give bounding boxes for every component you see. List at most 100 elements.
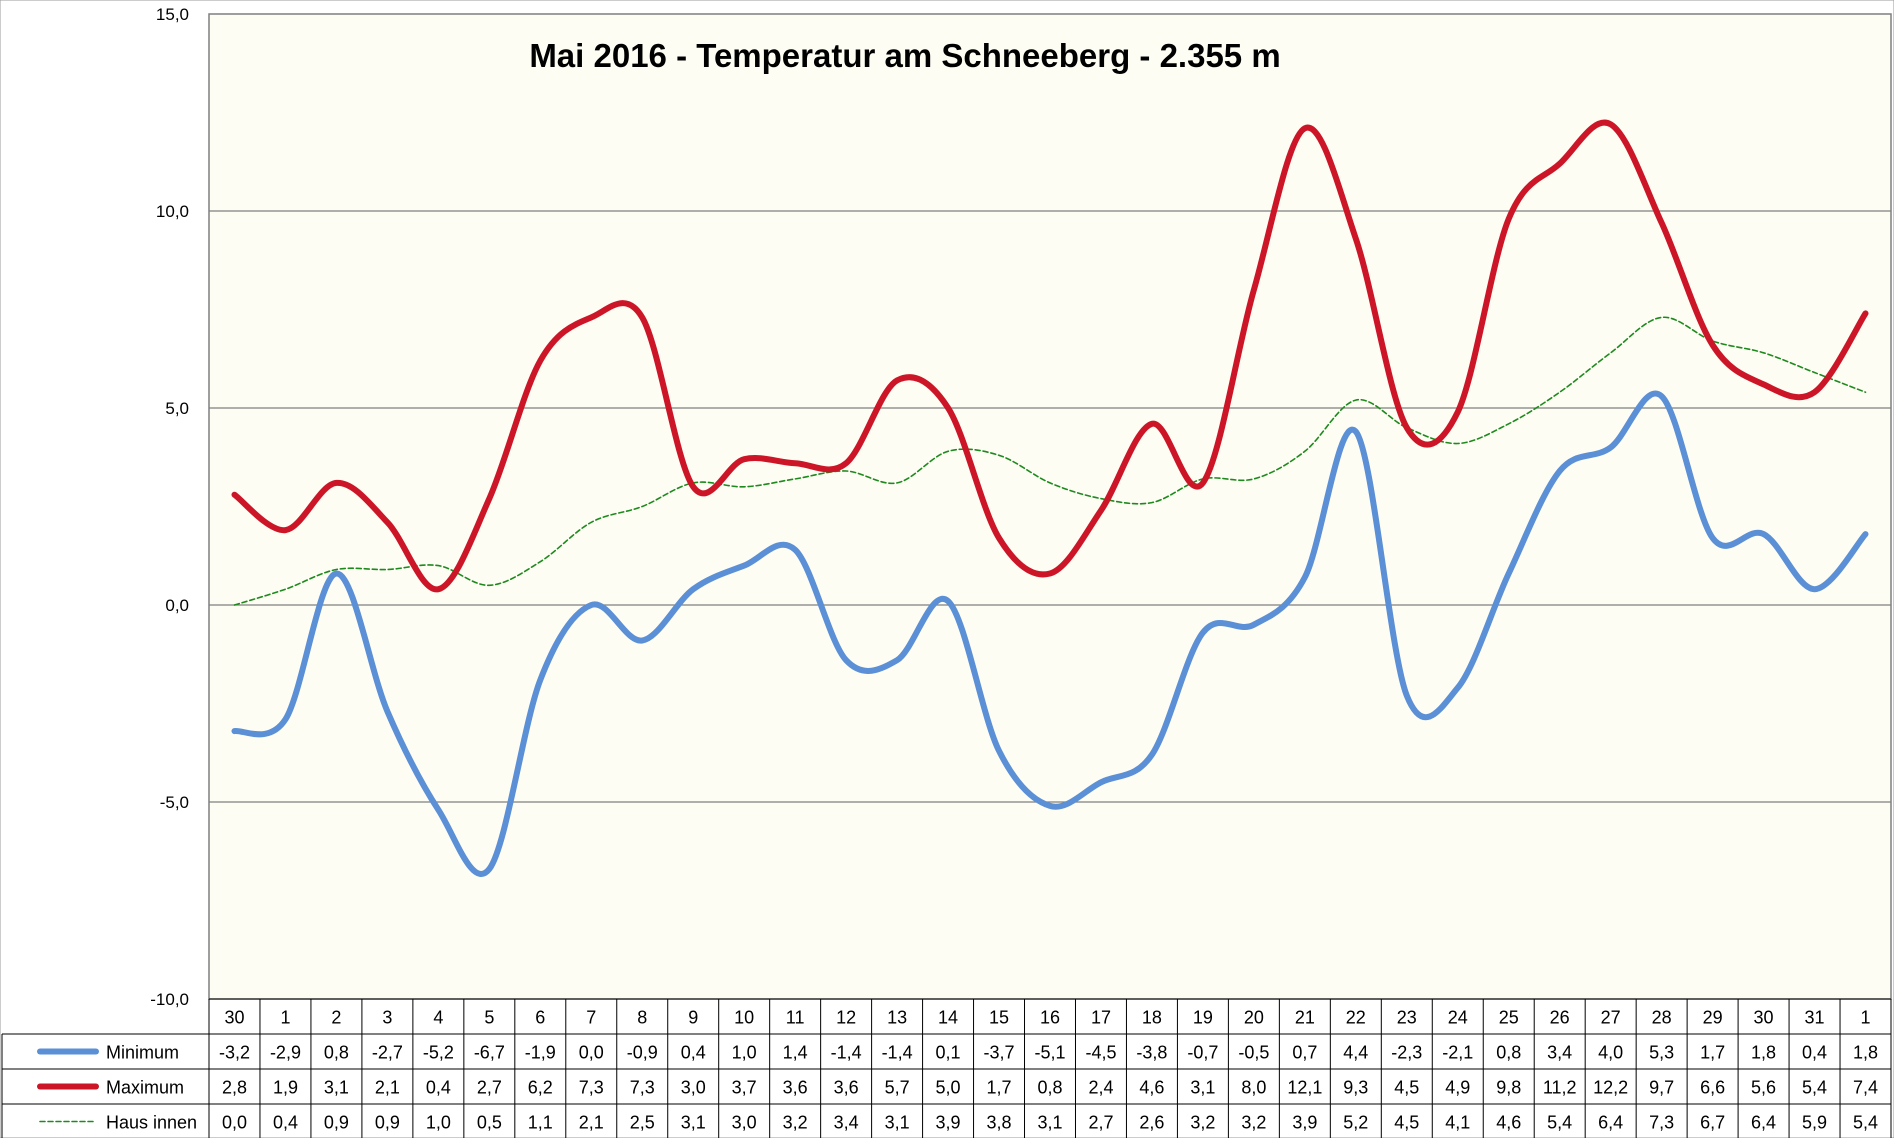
data-value: -4,5 [1085, 1043, 1116, 1063]
category-label: 8 [637, 1008, 647, 1028]
data-value: 5,4 [1802, 1078, 1827, 1098]
data-value: 0,0 [222, 1113, 247, 1133]
data-value: 6,2 [528, 1078, 553, 1098]
data-value: 9,8 [1496, 1078, 1521, 1098]
data-value: 3,2 [783, 1113, 808, 1133]
category-label: 13 [887, 1008, 907, 1028]
category-label: 10 [734, 1008, 754, 1028]
data-value: 0,8 [324, 1043, 349, 1063]
category-label: 5 [484, 1008, 494, 1028]
data-value: 0,4 [273, 1113, 298, 1133]
data-value: 2,8 [222, 1078, 247, 1098]
data-value: 1,7 [987, 1078, 1012, 1098]
data-value: 4,1 [1445, 1113, 1470, 1133]
data-value: 7,3 [579, 1078, 604, 1098]
data-value: 5,9 [1802, 1113, 1827, 1133]
gridlines [209, 210, 1891, 803]
category-label: 25 [1499, 1008, 1519, 1028]
data-value: 3,6 [783, 1078, 808, 1098]
y-tick-label: 10,0 [156, 202, 189, 221]
data-value: -1,4 [831, 1043, 862, 1063]
data-value: 4,6 [1139, 1078, 1164, 1098]
data-value: 7,4 [1853, 1078, 1878, 1098]
chart-title: Mai 2016 - Temperatur am Schneeberg - 2.… [529, 37, 1280, 74]
data-value: 2,6 [1139, 1113, 1164, 1133]
series-line-minimum [231, 390, 1869, 877]
data-value: 7,3 [630, 1078, 655, 1098]
data-value: 8,0 [1241, 1078, 1266, 1098]
data-value: 2,7 [1088, 1113, 1113, 1133]
data-value: 12,1 [1287, 1078, 1322, 1098]
legend-label: Haus innen [106, 1113, 197, 1133]
category-label: 18 [1142, 1008, 1162, 1028]
data-value: -1,9 [525, 1043, 556, 1063]
data-value: 6,7 [1700, 1113, 1725, 1133]
data-value: 0,4 [1802, 1043, 1827, 1063]
y-tick-label: 5,0 [165, 399, 189, 418]
data-value: -1,4 [882, 1043, 913, 1063]
data-value: 1,7 [1700, 1043, 1725, 1063]
data-value: 9,3 [1343, 1078, 1368, 1098]
y-axis-ticks: 15,0 10,0 5,0 0,0 -5,0 -10,0 [150, 5, 189, 1009]
data-value: 5,3 [1649, 1043, 1674, 1063]
data-value: 4,6 [1496, 1113, 1521, 1133]
data-value: 3,1 [1190, 1078, 1215, 1098]
category-label: 1 [1861, 1008, 1871, 1028]
y-tick-label: 0,0 [165, 596, 189, 615]
series-line-haus-innen [233, 316, 1867, 606]
data-value: 5,7 [885, 1078, 910, 1098]
category-label: 21 [1295, 1008, 1315, 1028]
data-value: 1,4 [783, 1043, 808, 1063]
legend-label: Minimum [106, 1043, 179, 1063]
data-value: 0,8 [1496, 1043, 1521, 1063]
category-label: 27 [1601, 1008, 1621, 1028]
data-value: 6,6 [1700, 1078, 1725, 1098]
data-value: 3,1 [324, 1078, 349, 1098]
data-value: 0,5 [477, 1113, 502, 1133]
data-value: 3,7 [732, 1078, 757, 1098]
category-label: 16 [1040, 1008, 1060, 1028]
data-value: -3,2 [219, 1043, 250, 1063]
category-label: 23 [1397, 1008, 1417, 1028]
data-value: 3,0 [681, 1078, 706, 1098]
category-label: 19 [1193, 1008, 1213, 1028]
data-value: 5,4 [1853, 1113, 1878, 1133]
data-value: 1,9 [273, 1078, 298, 1098]
data-value: -2,9 [270, 1043, 301, 1063]
category-label: 31 [1805, 1008, 1825, 1028]
category-label: 12 [836, 1008, 856, 1028]
data-value: 12,2 [1593, 1078, 1628, 1098]
legend-label: Maximum [106, 1078, 184, 1098]
data-value: 3,1 [681, 1113, 706, 1133]
category-label: 9 [688, 1008, 698, 1028]
data-value: 0,8 [1037, 1078, 1062, 1098]
data-value: 11,2 [1543, 1078, 1577, 1098]
data-value: 3,4 [1547, 1043, 1572, 1063]
plot-area [208, 13, 1892, 1000]
data-value: 2,4 [1088, 1078, 1113, 1098]
data-value: 0,7 [1292, 1043, 1317, 1063]
data-value: 3,0 [732, 1113, 757, 1133]
data-value: -6,7 [474, 1043, 505, 1063]
data-value: 2,5 [630, 1113, 655, 1133]
data-value: 5,6 [1751, 1078, 1776, 1098]
data-value: -0,7 [1187, 1043, 1218, 1063]
data-value: 2,1 [375, 1078, 400, 1098]
category-label: 28 [1652, 1008, 1672, 1028]
data-value: 0,4 [426, 1078, 451, 1098]
category-label: 6 [535, 1008, 545, 1028]
category-label: 4 [433, 1008, 443, 1028]
category-label: 14 [938, 1008, 958, 1028]
data-value: 4,9 [1445, 1078, 1470, 1098]
data-value: -2,3 [1391, 1043, 1422, 1063]
data-value: 7,3 [1649, 1113, 1674, 1133]
data-value: 6,4 [1751, 1113, 1776, 1133]
data-value: 3,9 [1292, 1113, 1317, 1133]
series-line-maximum [231, 119, 1869, 593]
category-label: 7 [586, 1008, 596, 1028]
data-value: -3,7 [984, 1043, 1015, 1063]
data-value: 3,2 [1190, 1113, 1215, 1133]
category-label: 20 [1244, 1008, 1264, 1028]
data-value: 2,1 [579, 1113, 604, 1133]
